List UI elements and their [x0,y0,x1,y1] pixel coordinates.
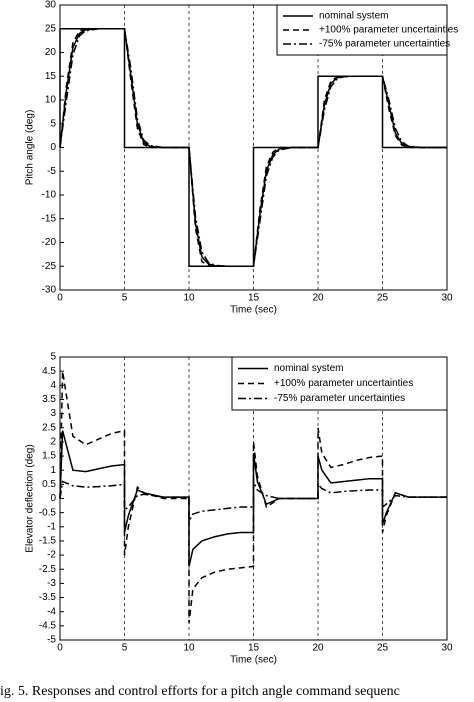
x-axis-label: Time (sec) [230,655,277,666]
y-tick-label: 0 [50,142,56,153]
x-tick-label: 10 [183,643,195,654]
y-tick-label: 2 [50,437,56,448]
y-tick-label: 3.5 [42,394,56,405]
y-tick-label: -4.5 [39,620,57,631]
y-tick-label: -2 [47,550,56,561]
x-tick-label: 25 [377,293,389,304]
y-tick-label: -5 [47,166,56,177]
series-line [59,480,447,522]
legend-label: -75% parameter uncertainties [274,393,405,404]
y-tick-label: -30 [42,285,57,296]
legend-label: nominal system [319,11,388,22]
y-tick-label: -4 [47,606,56,617]
y-tick-label: 3 [50,408,56,419]
x-tick-label: 30 [441,293,453,304]
y-tick-label: -15 [42,213,57,224]
y-tick-label: 5 [50,352,56,363]
y-tick-label: 25 [45,23,57,34]
y-axis-label: Pitch angle (deg) [25,110,36,186]
x-tick-label: 10 [183,293,195,304]
legend: nominal system +100% parameter uncertaint… [231,356,448,411]
y-tick-label: -3 [47,578,56,589]
legend-label: +100% parameter uncertainties [319,25,458,36]
x-tick-label: 25 [377,643,389,654]
y-tick-label: -3.5 [39,592,57,603]
series-line [59,371,447,624]
y-tick-label: 0 [50,493,56,504]
x-tick-label: 20 [312,643,324,654]
y-tick-label: 1 [50,465,56,476]
y-tick-label: -10 [42,190,57,201]
x-tick-label: 0 [57,293,63,304]
y-tick-label: 30 [45,0,57,11]
y-tick-label: -1 [47,521,56,532]
y-tick-label: 1.5 [42,451,56,462]
y-tick-label: 10 [45,95,57,106]
x-tick-label: 5 [122,643,128,654]
series-line [59,28,447,267]
x-tick-label: 30 [441,643,453,654]
legend-label: nominal system [274,363,343,374]
legend-label: -75% parameter uncertainties [319,39,450,50]
y-tick-label: -0.5 [39,507,57,518]
y-axis-label: Elevator deflection (deg) [25,444,36,552]
x-tick-label: 0 [57,643,63,654]
y-tick-label: -5 [47,635,56,646]
y-tick-label: 15 [45,71,57,82]
legend: nominal system +100% parameter uncertaint… [276,4,458,56]
legend-box [231,356,448,411]
y-tick-label: -20 [42,237,57,248]
y-tick-label: 0.5 [42,479,56,490]
y-tick-label: 4 [50,380,56,391]
y-tick-label: -1.5 [39,536,57,547]
y-tick-label: 2.5 [42,422,56,433]
y-tick-label: 20 [45,47,57,58]
x-tick-label: 20 [312,293,324,304]
y-tick-label: -25 [42,261,57,272]
caption: ig. 5. Responses and control efforts for… [0,684,400,699]
y-tick-label: 4.5 [42,366,56,377]
x-axis-label: Time (sec) [230,305,277,316]
x-tick-label: 15 [248,293,260,304]
y-tick-label: 5 [50,118,56,129]
x-tick-label: 15 [248,643,260,654]
x-tick-label: 5 [122,293,128,304]
legend-label: +100% parameter uncertainties [274,378,413,389]
y-tick-label: -2.5 [39,564,57,575]
